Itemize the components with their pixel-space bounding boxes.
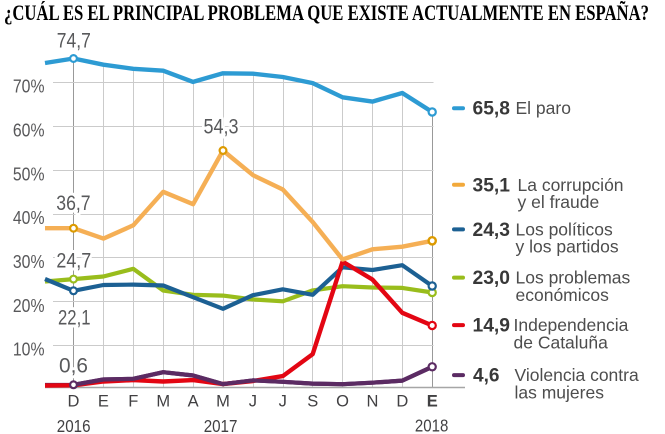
svg-text:74,7: 74,7	[57, 29, 91, 52]
svg-text:J: J	[249, 393, 257, 411]
svg-text:El paro: El paro	[516, 98, 571, 118]
svg-text:4,6: 4,6	[473, 365, 500, 387]
svg-text:las mujeres: las mujeres	[515, 382, 605, 402]
svg-text:D: D	[68, 393, 80, 411]
svg-text:40%: 40%	[13, 208, 45, 228]
svg-text:54,3: 54,3	[204, 115, 239, 138]
svg-text:Los problemas: Los problemas	[516, 268, 631, 288]
svg-text:2016: 2016	[57, 416, 91, 434]
svg-text:O: O	[336, 393, 349, 411]
svg-text:E: E	[98, 393, 109, 411]
svg-text:65,8: 65,8	[473, 98, 511, 120]
svg-text:A: A	[188, 393, 199, 411]
svg-text:Independencia: Independencia	[514, 315, 629, 335]
svg-text:N: N	[366, 393, 378, 411]
svg-text:50%: 50%	[13, 164, 45, 184]
svg-text:24,3: 24,3	[473, 219, 511, 241]
svg-text:Violencia contra: Violencia contra	[515, 365, 639, 385]
svg-text:S: S	[307, 393, 318, 411]
svg-text:La corrupción: La corrupción	[518, 175, 624, 195]
svg-text:14,9: 14,9	[473, 315, 511, 337]
svg-text:y el fraude: y el fraude	[518, 192, 600, 212]
svg-text:2018: 2018	[415, 416, 448, 434]
svg-text:J: J	[279, 393, 287, 411]
svg-text:30%: 30%	[13, 252, 45, 272]
svg-text:23,0: 23,0	[473, 267, 511, 289]
svg-text:70%: 70%	[13, 76, 45, 96]
svg-text:D: D	[396, 393, 408, 411]
svg-text:2017: 2017	[204, 416, 238, 434]
svg-text:M: M	[216, 393, 230, 411]
svg-text:F: F	[128, 393, 138, 411]
svg-text:económicos: económicos	[516, 285, 610, 305]
svg-text:Los políticos: Los políticos	[516, 219, 614, 239]
svg-text:36,7: 36,7	[56, 192, 90, 215]
svg-text:24,7: 24,7	[56, 249, 91, 272]
svg-text:10%: 10%	[13, 340, 45, 360]
svg-text:M: M	[156, 393, 170, 411]
svg-text:y los partidos: y los partidos	[516, 237, 619, 257]
svg-text:22,1: 22,1	[58, 306, 91, 329]
svg-text:35,1: 35,1	[473, 174, 511, 196]
svg-text:60%: 60%	[13, 120, 45, 140]
svg-text:0,6: 0,6	[59, 354, 88, 377]
svg-text:¿CUÁL ES EL PRINCIPAL PROBLEMA: ¿CUÁL ES EL PRINCIPAL PROBLEMA QUE EXIST…	[4, 0, 649, 25]
svg-text:E: E	[427, 393, 438, 411]
svg-text:de Cataluña: de Cataluña	[514, 332, 609, 352]
svg-text:20%: 20%	[13, 296, 45, 316]
